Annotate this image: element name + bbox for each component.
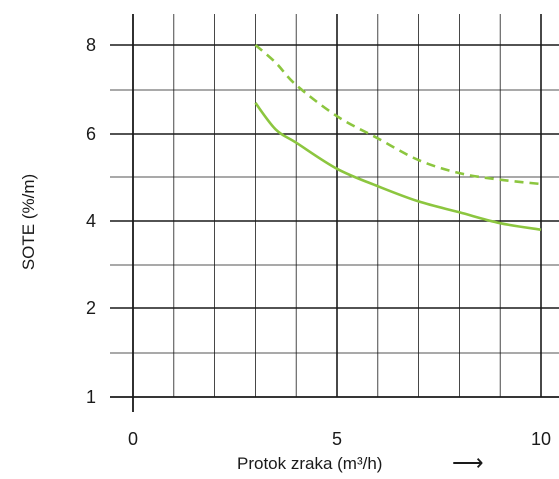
x-axis-title: Protok zraka (m³/h): [237, 454, 382, 473]
axes: [110, 14, 559, 412]
x-tick-label: 5: [332, 429, 342, 449]
x-tick-labels: 0 5 10: [128, 429, 551, 449]
y-axis-title: SOTE (%/m): [19, 174, 38, 270]
y-tick-label: 1: [86, 387, 96, 407]
grid: [110, 14, 559, 397]
x-tick-label: 10: [531, 429, 551, 449]
series-line-solid: [254, 102, 542, 231]
series-line-dashed: [254, 44, 542, 186]
y-tick-label: 4: [86, 211, 96, 231]
series-group: [254, 44, 542, 231]
y-tick-label: 2: [86, 298, 96, 318]
y-tick-label: 6: [86, 124, 96, 144]
y-tick-labels: 1 2 4 6 8: [86, 35, 96, 407]
x-tick-label: 0: [128, 429, 138, 449]
x-axis-arrow: ⟶: [452, 450, 484, 475]
y-tick-label: 8: [86, 35, 96, 55]
